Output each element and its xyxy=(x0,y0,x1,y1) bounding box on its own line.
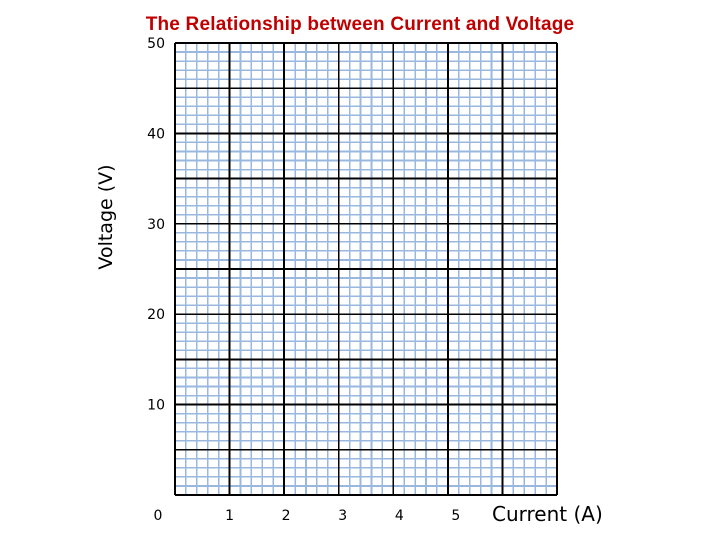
x-tick-label: 3 xyxy=(338,508,347,524)
x-tick-label: 0 xyxy=(154,508,163,524)
x-tick-label: 4 xyxy=(395,508,404,524)
y-tick-label: 40 xyxy=(147,126,165,142)
y-tick-label: 30 xyxy=(147,217,165,233)
chart-title: The Relationship between Current and Vol… xyxy=(145,14,575,35)
x-tick-label: 1 xyxy=(225,508,234,524)
y-tick-label: 20 xyxy=(147,307,165,323)
x-axis-label: Current (A) xyxy=(492,502,603,526)
x-tick-label: 2 xyxy=(282,508,291,524)
y-tick-label: 50 xyxy=(147,36,165,52)
x-tick-label: 5 xyxy=(451,508,460,524)
y-tick-label: 10 xyxy=(147,398,165,414)
